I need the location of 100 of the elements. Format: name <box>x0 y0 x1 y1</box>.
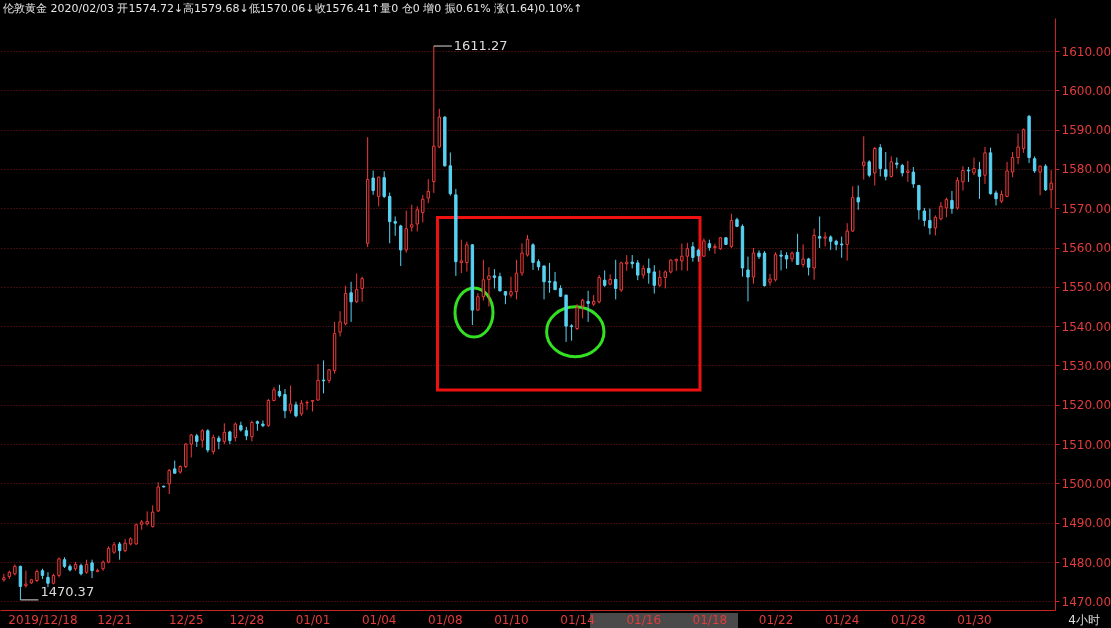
candlestick <box>580 298 585 319</box>
y-tick-label: 1530.00 <box>1061 359 1111 373</box>
y-tick-label: 1470.00 <box>1061 594 1111 609</box>
candlestick <box>250 420 254 442</box>
x-tick-label: 12/21 <box>97 612 132 627</box>
x-tick-label: 01/16 <box>626 612 662 627</box>
x-tick-label: 01/04 <box>361 612 397 627</box>
candlestick <box>911 166 916 189</box>
candlestick <box>801 243 805 268</box>
candlestick <box>994 190 998 207</box>
y-tick-label: 1580.00 <box>1061 162 1111 177</box>
y-tick-label: 1480.00 <box>1061 555 1111 570</box>
candlestick <box>746 256 750 302</box>
candlestick <box>514 259 519 300</box>
candlestick <box>1049 169 1053 209</box>
candlestick <box>547 262 552 294</box>
candlestick <box>933 214 938 236</box>
candlestick <box>498 272 502 293</box>
candlestick <box>884 151 888 181</box>
x-tick-label: 01/10 <box>494 612 529 627</box>
candlestick <box>944 197 949 218</box>
x-tick-label: 2019/12/18 <box>8 612 78 627</box>
y-tick-label: 1600.00 <box>1061 83 1111 98</box>
candlestick <box>371 170 375 196</box>
y-tick-label: 1560.00 <box>1061 241 1111 256</box>
candlestick <box>1010 151 1015 178</box>
candlestick <box>57 556 61 578</box>
candlestick <box>823 231 827 247</box>
candlestick <box>586 290 590 323</box>
x-tick-label: 01/24 <box>824 612 860 627</box>
candlestick <box>878 143 882 177</box>
candlestick <box>751 247 756 285</box>
x-tick-label: 01/22 <box>758 612 794 627</box>
candlestick <box>862 135 866 181</box>
candlestick <box>520 242 524 277</box>
x-tick-label: 01/08 <box>428 612 463 627</box>
candlestick <box>1038 164 1042 196</box>
candlestick <box>889 155 893 179</box>
chart-title: 伦敦黄金 2020/02/03 开1574.72↓高1579.68↓低1570.06↓收1576.41↑量0 仓0 增0 振0.61% 涨(1.64)0.10%↑ <box>3 2 583 15</box>
candlestick <box>465 241 469 273</box>
x-tick-label: 01/28 <box>891 612 926 627</box>
candlestick <box>90 559 94 579</box>
candlestick <box>338 310 342 337</box>
candlestick <box>206 428 210 453</box>
x-tick-label: 12/25 <box>168 612 204 627</box>
annotation: 1470.37 <box>40 583 95 599</box>
candlestick <box>972 157 976 176</box>
candlestick <box>961 165 965 192</box>
candlestick <box>200 428 204 449</box>
candlestick <box>856 184 860 211</box>
candlestick <box>459 239 464 274</box>
candlestick <box>211 434 216 455</box>
candlestick <box>283 388 287 419</box>
candlestick <box>542 264 546 300</box>
x-tick-label: 01/01 <box>295 612 331 627</box>
candlestick <box>509 276 513 298</box>
candlestick <box>691 241 695 263</box>
candlestick <box>713 243 717 255</box>
y-tick-label: 1570.00 <box>1061 201 1111 216</box>
candlestick <box>922 207 927 227</box>
text: 4小时 <box>1068 613 1100 627</box>
candlestick <box>768 273 772 287</box>
candlestick <box>779 249 783 271</box>
candlestick <box>492 268 497 289</box>
x-tick-label: 01/30 <box>957 612 992 627</box>
candlestick <box>845 222 849 262</box>
y-tick-label: 1490.00 <box>1061 516 1111 531</box>
y-tick-label: 1510.00 <box>1061 437 1111 452</box>
candlestick <box>950 190 954 215</box>
candlestick <box>316 363 320 401</box>
candlestick <box>404 210 408 254</box>
candlestick <box>167 468 171 495</box>
y-tick-label: 1550.00 <box>1061 280 1111 295</box>
y-tick-label: 1590.00 <box>1061 123 1111 138</box>
candlestick <box>426 178 430 204</box>
x-tick-label: 12/28 <box>229 612 265 627</box>
candlestick <box>376 175 381 207</box>
candlestick <box>46 571 50 588</box>
candlestick <box>288 385 293 414</box>
y-tick-label: 1610.00 <box>1061 44 1111 59</box>
candlestick <box>928 208 932 236</box>
y-tick-label: 1500.00 <box>1061 476 1111 491</box>
x-tick-label: 01/14 <box>560 612 595 627</box>
candlestick <box>321 359 326 394</box>
candlestick <box>24 570 28 589</box>
candlestick <box>399 224 403 267</box>
candlestick <box>575 303 579 331</box>
y-tick-label: 1520.00 <box>1061 398 1111 413</box>
candlestick <box>421 194 425 223</box>
candlestick <box>349 281 353 323</box>
candlestick <box>1021 127 1026 154</box>
annotation: 1611.27 <box>453 38 508 54</box>
y-tick-label: 1540.00 <box>1061 319 1111 334</box>
x-tick-label: 01/18 <box>692 612 728 627</box>
candlestick <box>481 259 486 302</box>
candlestick <box>382 170 386 199</box>
candlestick <box>613 259 618 300</box>
candlestick <box>977 161 982 200</box>
candlestick <box>222 422 227 445</box>
candlestick <box>983 146 987 185</box>
